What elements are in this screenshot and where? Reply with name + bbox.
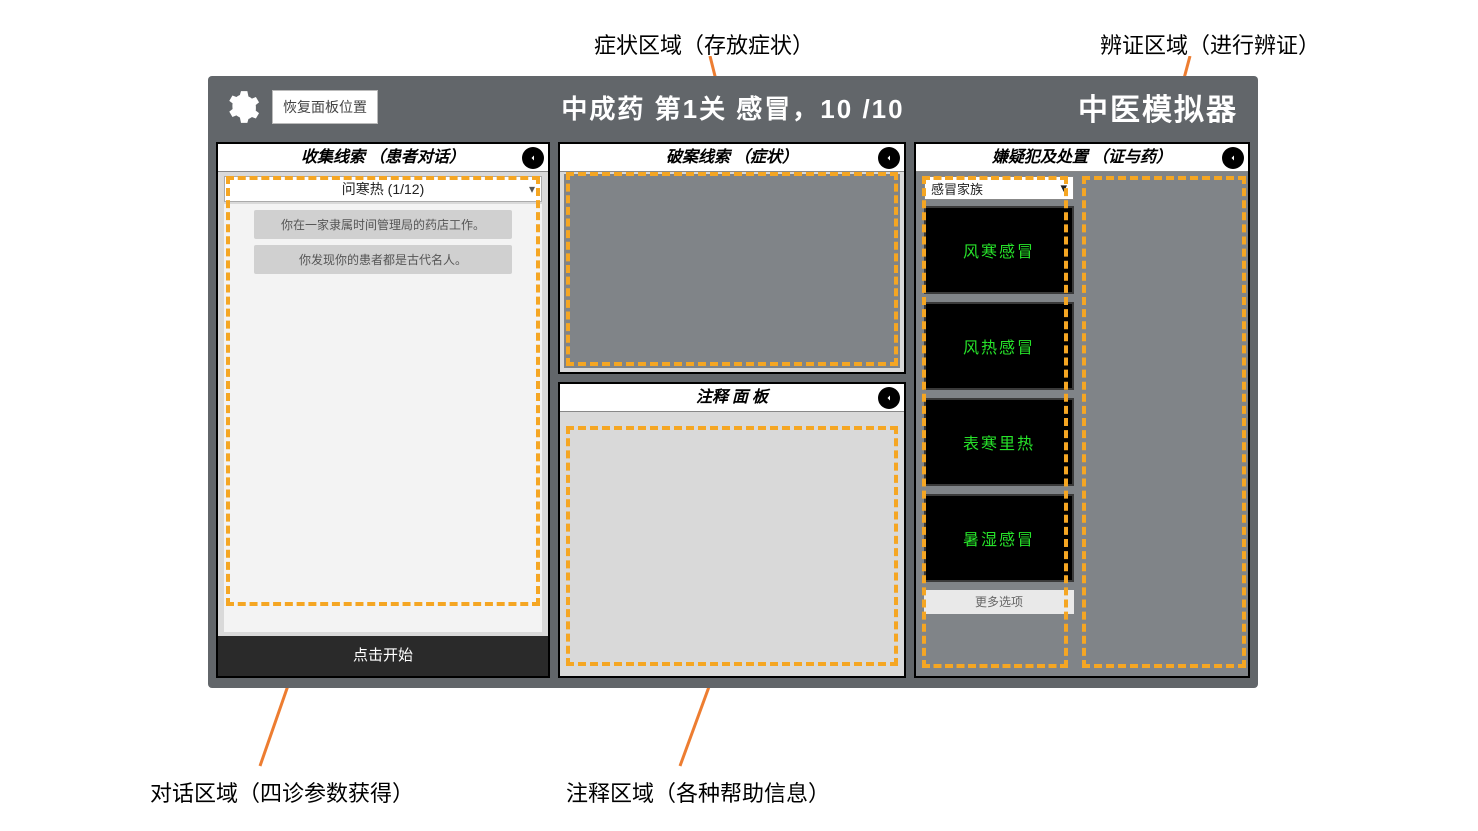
gear-icon[interactable] xyxy=(222,88,260,126)
differentiation-panel-title-text: 嫌疑犯及处置 （证与药） xyxy=(992,149,1172,166)
dialog-message: 你发现你的患者都是古代名人。 xyxy=(254,245,512,274)
symptom-body[interactable] xyxy=(564,174,900,368)
annotation-body xyxy=(564,414,900,672)
back-icon[interactable] xyxy=(1222,147,1244,169)
app-frame: 恢复面板位置 中成药 第1关 感冒，10 /10 中医模拟器 收集线索 （患者对… xyxy=(208,76,1258,688)
diagnosis-family-label: 感冒家族 xyxy=(931,179,983,198)
annotation-panel-title: 注释 面 板 xyxy=(560,384,904,412)
callout-differentiation: 辨证区域（进行辨证） xyxy=(1100,28,1320,60)
diagnosis-card[interactable]: 风寒感冒 xyxy=(924,206,1074,294)
annotation-panel-title-text: 注释 面 板 xyxy=(696,389,768,406)
diagnosis-family-select[interactable]: 感冒家族 ▾ xyxy=(924,176,1074,200)
dialog-panel: 收集线索 （患者对话） 问寒热 (1/12) ▾ 你在一家隶属时间管理局的药店工… xyxy=(216,142,550,678)
diagnosis-card[interactable]: 风热感冒 xyxy=(924,302,1074,390)
callout-annotation: 注释区域（各种帮助信息） xyxy=(566,776,830,808)
question-category-label: 问寒热 (1/12) xyxy=(342,179,424,199)
dialog-panel-title: 收集线索 （患者对话） xyxy=(218,144,548,172)
app-brand: 中医模拟器 xyxy=(1078,85,1238,129)
symptom-panel: 破案线索 （症状） xyxy=(558,142,906,374)
more-options-button[interactable]: 更多选项 xyxy=(924,590,1074,614)
diagnosis-card[interactable]: 表寒里热 xyxy=(924,398,1074,486)
dialog-body: 你在一家隶属时间管理局的药店工作。 你发现你的患者都是古代名人。 xyxy=(224,204,542,632)
differentiation-panel-title: 嫌疑犯及处置 （证与药） xyxy=(916,144,1248,172)
level-title: 中成药 第1关 感冒，10 /10 xyxy=(561,89,904,126)
diagnosis-card[interactable]: 暑湿感冒 xyxy=(924,494,1074,582)
start-button[interactable]: 点击开始 xyxy=(218,636,548,676)
back-icon[interactable] xyxy=(878,147,900,169)
differentiation-panel: 嫌疑犯及处置 （证与药） 感冒家族 ▾ 风寒感冒 风热感冒 表寒里热 暑湿感冒 … xyxy=(914,142,1250,678)
callout-dialog: 对话区域（四诊参数获得） xyxy=(150,776,414,808)
dialog-message: 你在一家隶属时间管理局的药店工作。 xyxy=(254,210,512,239)
callout-symptoms: 症状区域（存放症状） xyxy=(594,28,814,60)
symptom-panel-title: 破案线索 （症状） xyxy=(560,144,904,172)
question-category-dropdown[interactable]: 问寒热 (1/12) ▾ xyxy=(224,176,542,202)
annotation-panel: 注释 面 板 xyxy=(558,382,906,678)
dialog-panel-title-text: 收集线索 （患者对话） xyxy=(301,149,465,166)
chevron-down-icon: ▾ xyxy=(1060,180,1067,196)
differentiation-workspace[interactable] xyxy=(1082,176,1240,668)
back-icon[interactable] xyxy=(878,387,900,409)
back-icon[interactable] xyxy=(522,147,544,169)
diagnosis-list: 感冒家族 ▾ 风寒感冒 风热感冒 表寒里热 暑湿感冒 更多选项 xyxy=(924,176,1074,668)
chevron-down-icon: ▾ xyxy=(529,182,535,196)
app-header: 恢复面板位置 中成药 第1关 感冒，10 /10 中医模拟器 xyxy=(208,76,1258,138)
symptom-panel-title-text: 破案线索 （症状） xyxy=(666,149,798,166)
reset-panels-button[interactable]: 恢复面板位置 xyxy=(272,90,378,124)
